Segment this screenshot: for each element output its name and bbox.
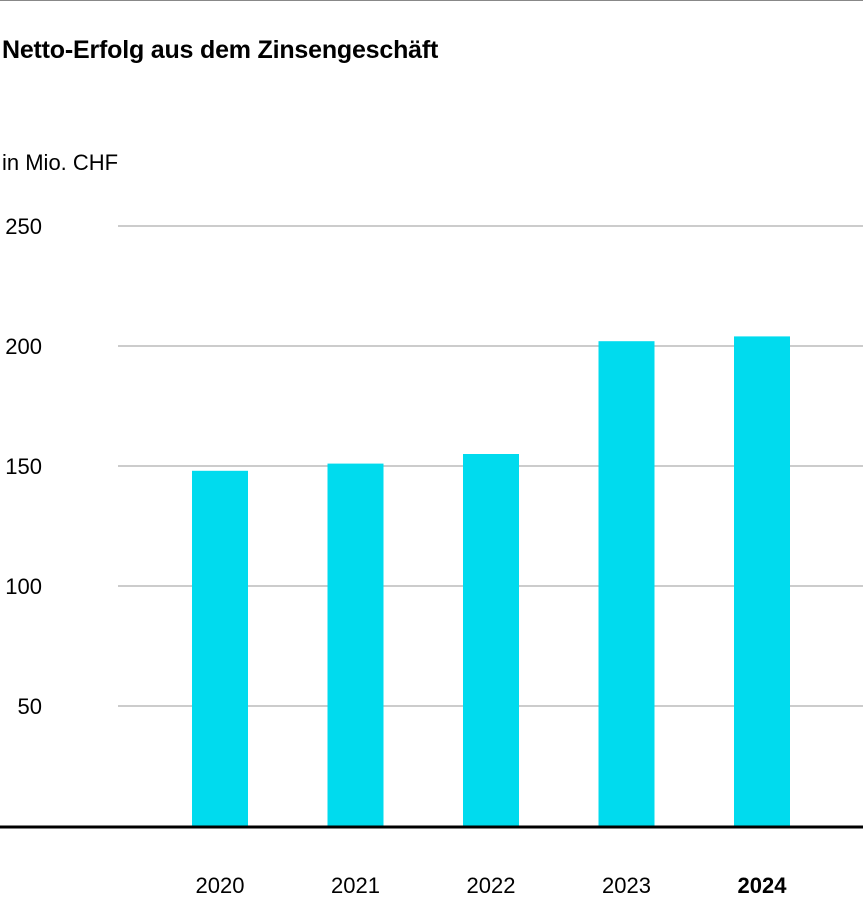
y-tick-label: 250: [5, 214, 42, 239]
x-tick-label-2021: 2021: [331, 873, 380, 898]
y-tick-label: 150: [5, 454, 42, 479]
labels: 50 100 150 200 250 2020 2021 2022 2023 2024: [5, 214, 787, 898]
top-rule: [0, 0, 863, 1]
x-tick-label-2020: 2020: [196, 873, 245, 898]
y-axis-unit-label: in Mio. CHF: [2, 150, 119, 175]
bar-2020: [192, 470, 248, 826]
x-tick-label-2023: 2023: [602, 873, 651, 898]
bar-2023: [598, 341, 655, 826]
x-tick-label-2024: 2024: [738, 873, 788, 898]
bar-2024: [734, 336, 790, 826]
chart-title: Netto-Erfolg aus dem Zinsengeschäft: [2, 36, 439, 64]
y-tick-label: 50: [18, 694, 42, 719]
x-tick-label-2022: 2022: [467, 873, 516, 898]
y-tick-label: 200: [5, 334, 42, 359]
y-tick-label: 100: [5, 574, 42, 599]
bar-2021: [327, 463, 384, 826]
bars: [192, 336, 790, 826]
bar-2022: [463, 454, 519, 826]
